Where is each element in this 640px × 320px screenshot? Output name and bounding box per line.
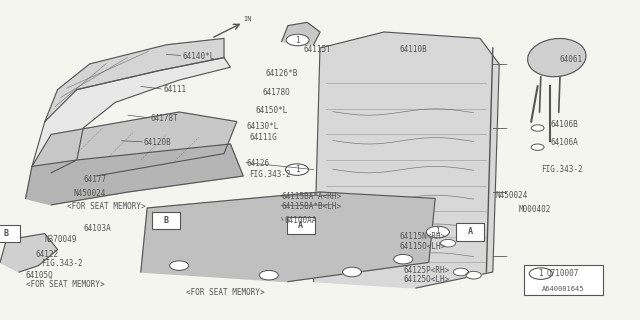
Text: 64115BA*B<LH>: 64115BA*B<LH> xyxy=(282,202,342,211)
Circle shape xyxy=(531,144,544,150)
Text: 64126*B: 64126*B xyxy=(266,69,298,78)
Polygon shape xyxy=(314,32,499,288)
Text: 1: 1 xyxy=(435,228,440,236)
Text: 64140*L: 64140*L xyxy=(182,52,215,60)
Text: IN: IN xyxy=(243,16,252,22)
Text: 64115O<LH>: 64115O<LH> xyxy=(400,242,446,251)
Text: N450024: N450024 xyxy=(496,191,529,200)
Text: 64130*L: 64130*L xyxy=(246,122,279,131)
Circle shape xyxy=(285,164,308,175)
Polygon shape xyxy=(0,234,58,272)
Text: B: B xyxy=(164,216,169,225)
Polygon shape xyxy=(26,144,243,205)
Text: M000402: M000402 xyxy=(518,205,551,214)
Text: 1: 1 xyxy=(295,36,300,44)
Text: 64177: 64177 xyxy=(83,175,106,184)
Text: <FOR SEAT MEMORY>: <FOR SEAT MEMORY> xyxy=(26,280,104,289)
Text: 64178T: 64178T xyxy=(150,114,178,123)
Text: A: A xyxy=(298,221,303,230)
Text: 64122: 64122 xyxy=(35,250,58,259)
Circle shape xyxy=(342,267,362,277)
Polygon shape xyxy=(32,58,230,173)
Text: 1: 1 xyxy=(538,269,543,278)
Text: 64105Q: 64105Q xyxy=(26,271,53,280)
FancyBboxPatch shape xyxy=(152,212,180,229)
Text: 64115T: 64115T xyxy=(304,45,332,54)
Text: 64111G: 64111G xyxy=(250,133,277,142)
Circle shape xyxy=(453,268,468,276)
Circle shape xyxy=(531,125,544,131)
Text: 64150*L: 64150*L xyxy=(256,106,289,115)
Text: A: A xyxy=(468,228,473,236)
Text: 64178O: 64178O xyxy=(262,88,290,97)
Circle shape xyxy=(170,261,189,270)
Text: N370049: N370049 xyxy=(45,236,77,244)
Circle shape xyxy=(426,226,449,238)
Text: <FOR SEAT MEMORY>: <FOR SEAT MEMORY> xyxy=(186,288,264,297)
Text: B: B xyxy=(4,229,9,238)
Text: 64115BA*A<RH>: 64115BA*A<RH> xyxy=(282,192,342,201)
Text: FIG.343-2: FIG.343-2 xyxy=(42,260,83,268)
Text: N450024: N450024 xyxy=(74,189,106,198)
Text: Q710007: Q710007 xyxy=(547,269,579,278)
Text: 64115N<RH>: 64115N<RH> xyxy=(400,232,446,241)
Text: 64103A: 64103A xyxy=(83,224,111,233)
Text: 64126: 64126 xyxy=(246,159,269,168)
Text: 64111: 64111 xyxy=(163,85,186,94)
Circle shape xyxy=(259,270,278,280)
Text: 1: 1 xyxy=(294,165,300,174)
Circle shape xyxy=(440,239,456,247)
Text: 64106A: 64106A xyxy=(550,138,578,147)
Ellipse shape xyxy=(527,38,586,77)
Circle shape xyxy=(466,271,481,279)
FancyBboxPatch shape xyxy=(287,217,315,234)
Circle shape xyxy=(394,254,413,264)
Text: A640001645: A640001645 xyxy=(542,286,584,292)
FancyBboxPatch shape xyxy=(456,223,484,241)
Polygon shape xyxy=(32,112,237,176)
Text: 64061: 64061 xyxy=(560,55,583,64)
Text: FIG.343-2: FIG.343-2 xyxy=(250,170,291,179)
Circle shape xyxy=(286,34,309,46)
Text: 64120B: 64120B xyxy=(144,138,172,147)
Text: 64125O<LH>: 64125O<LH> xyxy=(403,276,449,284)
Polygon shape xyxy=(45,38,224,122)
Text: 64106B: 64106B xyxy=(550,120,578,129)
Text: 64125P<RH>: 64125P<RH> xyxy=(403,266,449,275)
FancyBboxPatch shape xyxy=(524,265,603,295)
Polygon shape xyxy=(141,192,435,282)
Text: <FOR SEAT MEMORY>: <FOR SEAT MEMORY> xyxy=(67,202,146,211)
Text: 64110B: 64110B xyxy=(400,45,428,54)
Circle shape xyxy=(529,268,552,279)
Polygon shape xyxy=(282,22,320,45)
FancyBboxPatch shape xyxy=(0,225,20,242)
Text: FIG.343-2: FIG.343-2 xyxy=(541,165,582,174)
Text: 64100AA: 64100AA xyxy=(285,216,317,225)
